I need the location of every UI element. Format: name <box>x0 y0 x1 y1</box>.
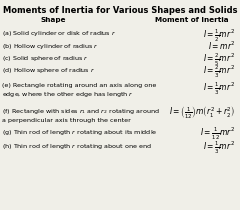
Text: $I = \frac{1}{3}mr^2$: $I = \frac{1}{3}mr^2$ <box>203 81 235 97</box>
Text: (e) Rectangle rotating around an axis along one
edge, where the other edge has l: (e) Rectangle rotating around an axis al… <box>2 83 157 99</box>
Text: (d) Hollow sphere of radius $r$: (d) Hollow sphere of radius $r$ <box>2 66 96 75</box>
Text: $I = \frac{2}{5}mr^2$: $I = \frac{2}{5}mr^2$ <box>203 51 235 68</box>
Text: (g) Thin rod of length $r$ rotating about its middle: (g) Thin rod of length $r$ rotating abou… <box>2 128 158 137</box>
Text: (f) Rectangle with sides $r_1$ and $r_2$ rotating around
a perpendicular axis th: (f) Rectangle with sides $r_1$ and $r_2$… <box>2 107 160 123</box>
Text: $I = \frac{1}{12}mr^2$: $I = \frac{1}{12}mr^2$ <box>200 126 235 142</box>
Text: Moments of Inertia for Various Shapes and Solids: Moments of Inertia for Various Shapes an… <box>3 6 237 15</box>
Text: Shape: Shape <box>40 17 66 23</box>
Text: (a) Solid cylinder or disk of radius $r$: (a) Solid cylinder or disk of radius $r$ <box>2 29 117 38</box>
Text: (c) Solid sphere of radius $r$: (c) Solid sphere of radius $r$ <box>2 54 89 63</box>
Text: (h) Thin rod of length $r$ rotating about one end: (h) Thin rod of length $r$ rotating abou… <box>2 142 152 151</box>
Text: $I = \frac{1}{2}mr^2$: $I = \frac{1}{2}mr^2$ <box>203 27 235 43</box>
Text: $I = \frac{1}{3}mr^2$: $I = \frac{1}{3}mr^2$ <box>203 140 235 156</box>
Text: $I = \frac{2}{3}mr^2$: $I = \frac{2}{3}mr^2$ <box>203 63 235 80</box>
Text: (b) Hollow cylinder of radius $r$: (b) Hollow cylinder of radius $r$ <box>2 42 99 51</box>
Text: $I = \left(\frac{1}{12}\right)m\left(r_1^2 + r_2^2\right)$: $I = \left(\frac{1}{12}\right)m\left(r_1… <box>169 105 235 121</box>
Text: $I = mr^2$: $I = mr^2$ <box>208 40 235 52</box>
Text: Moment of Inertia: Moment of Inertia <box>155 17 229 23</box>
